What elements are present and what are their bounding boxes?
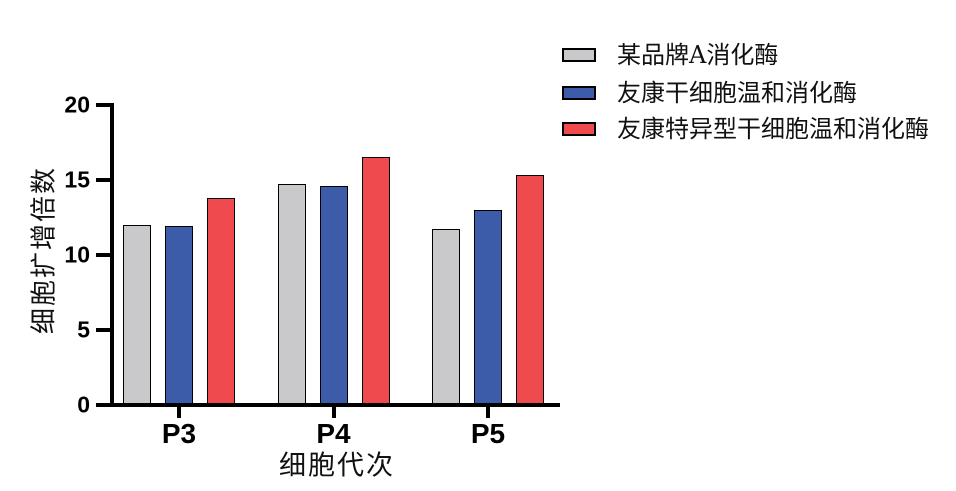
bar-P3-2 xyxy=(165,226,193,405)
bar-P4-2 xyxy=(319,186,348,405)
y-tick-5 xyxy=(96,328,110,332)
y-tick-20 xyxy=(96,103,110,107)
x-tick-label-P3: P3 xyxy=(161,418,197,449)
y-tick-label-0: 0 xyxy=(77,391,90,418)
y-tick-15 xyxy=(96,178,110,182)
legend-swatch-2 xyxy=(562,86,596,100)
y-tick-label-5: 5 xyxy=(77,316,90,343)
x-axis-title: 细胞代次 xyxy=(279,450,395,482)
y-tick-10 xyxy=(96,253,110,257)
legend-swatch-3 xyxy=(562,122,596,136)
bar-P5-1 xyxy=(432,229,460,405)
legend-swatch-1 xyxy=(562,48,596,62)
y-tick-label-10: 10 xyxy=(64,241,90,268)
x-tick-P4 xyxy=(331,407,336,418)
legend-label-3: 友康特异型干细胞温和消化酶 xyxy=(617,115,929,143)
bar-P5-3 xyxy=(516,175,544,405)
bar-P3-3 xyxy=(207,198,235,405)
x-tick-label-P4: P4 xyxy=(316,418,351,449)
y-tick-0 xyxy=(96,403,110,407)
x-axis-line xyxy=(110,403,560,407)
x-tick-P5 xyxy=(486,407,490,418)
legend-item-3: 友康特异型干细胞温和消化酶 xyxy=(562,116,929,142)
legend-label-1: 某品牌A消化酶 xyxy=(617,41,779,69)
x-tick-label-P5: P5 xyxy=(470,418,506,449)
y-axis-line xyxy=(110,103,114,407)
bar-P4-1 xyxy=(277,184,306,405)
x-tick-P3 xyxy=(177,407,181,418)
bar-P4-3 xyxy=(361,157,390,405)
legend-item-2: 友康干细胞温和消化酶 xyxy=(562,80,857,106)
y-tick-label-15: 15 xyxy=(64,166,90,193)
y-tick-label-20: 20 xyxy=(64,91,90,118)
bar-P5-2 xyxy=(474,210,502,405)
bar-P3-1 xyxy=(123,225,151,405)
legend-item-1: 某品牌A消化酶 xyxy=(562,42,778,68)
legend-label-2: 友康干细胞温和消化酶 xyxy=(617,79,857,107)
